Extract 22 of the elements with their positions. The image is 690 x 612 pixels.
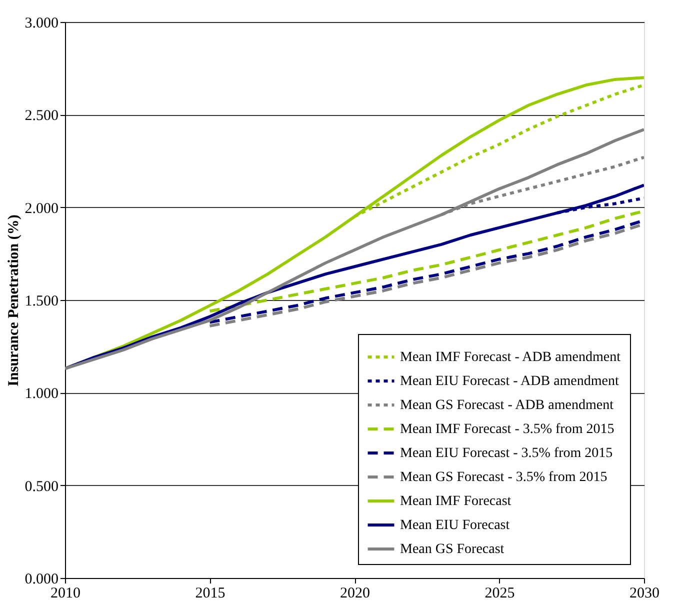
legend-label: Mean IMF Forecast - 3.5% from 2015 [400,422,614,437]
legend-label: Mean IMF Forecast [400,494,512,509]
legend-label: Mean GS Forecast - 3.5% from 2015 [400,470,608,485]
y-tick-label: 0.000 [24,572,58,588]
y-axis-title: Insurance Penetration (%) [6,214,22,386]
legend-label: Mean GS Forecast [400,542,504,557]
legend-label: Mean EIU Forecast - ADB amendment [400,374,619,389]
x-tick-label: 2015 [195,586,226,602]
y-tick-label: 2.500 [24,108,58,124]
x-tick-label: 2030 [630,586,660,602]
x-tick-label: 2010 [50,586,80,602]
x-tick-label: 2020 [340,586,370,602]
legend-label: Mean EIU Forecast [400,518,510,533]
y-tick-label: 1.000 [24,386,58,402]
y-tick-label: 3.000 [24,16,58,32]
legend-label: Mean EIU Forecast - 3.5% from 2015 [400,446,613,461]
y-tick-label: 1.500 [24,294,58,310]
legend-label: Mean IMF Forecast - ADB amendment [400,350,621,365]
y-tick-label: 0.500 [24,478,58,495]
legend-label: Mean GS Forecast - ADB amendment [400,398,614,413]
x-tick-label: 2025 [484,586,515,602]
y-tick-label: 2.000 [24,200,58,217]
